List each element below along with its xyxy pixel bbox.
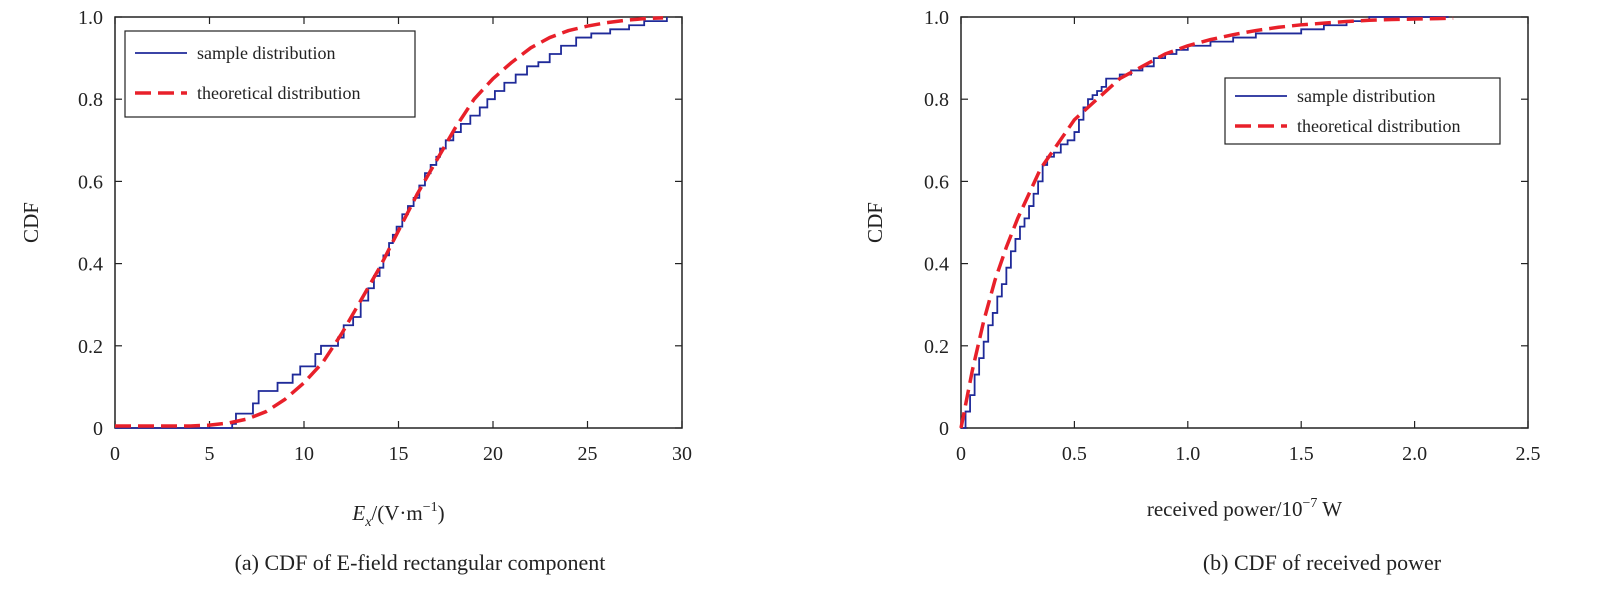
chart-caption: (b) CDF of received power [1203, 550, 1442, 575]
y-tick-label: 0.6 [78, 171, 103, 193]
chart-caption: (a) CDF of E-field rectangular component [235, 550, 606, 575]
x-axis-label-superscript: −1 [423, 500, 438, 515]
y-tick-label: 0.6 [924, 171, 949, 193]
y-tick-label: 0.2 [924, 336, 949, 358]
plot-frame [960, 16, 1529, 429]
y-tick-label: 1.0 [78, 7, 103, 29]
x-tick-label: 20 [483, 443, 503, 465]
x-tick-label: 2.5 [1516, 443, 1541, 465]
x-axis-label-main: received power/10 [1147, 497, 1303, 521]
y-axis-label: CDF [863, 202, 887, 243]
x-tick-label: 10 [294, 443, 314, 465]
x-tick-label: 5 [205, 443, 215, 465]
legend: sample distribution theoretical distribut… [1224, 77, 1501, 145]
chart-b: 0 0.5 1.0 1.5 2.0 2.5 0 0.2 0.4 0.6 0.8 1.0 sample d… [863, 7, 1541, 575]
legend-label: theoretical distribution [1297, 116, 1460, 136]
y-tick-label: 0 [939, 418, 949, 440]
x-tick-label: 25 [578, 443, 598, 465]
x-tick-label: 1.0 [1175, 443, 1200, 465]
x-tick-label: 0 [110, 443, 120, 465]
legend-box [1224, 77, 1501, 145]
x-tick-label: 0.5 [1062, 443, 1087, 465]
x-axis-label-subscript: x [364, 515, 372, 530]
legend: sample distribution theoretical distribut… [124, 30, 416, 118]
y-tick-label: 1.0 [924, 7, 949, 29]
y-axis-label: CDF [19, 202, 43, 243]
y-tick-label: 0 [93, 418, 103, 440]
x-axis-label-unit-end: ) [438, 501, 445, 525]
x-axis-label: Ex/(V·m−1) [351, 500, 444, 530]
x-axis-label-unit: W [1317, 497, 1342, 521]
series-sample-distribution-line [961, 16, 1449, 429]
x-axis-label-symbol: E [351, 501, 365, 525]
x-tick-label: 0 [956, 443, 966, 465]
series-theoretical-distribution-line [115, 16, 664, 428]
x-axis-label-unit: /(V·m [371, 501, 422, 525]
y-tick-label: 0.8 [924, 89, 949, 111]
legend-label: sample distribution [1297, 86, 1436, 106]
chart-a: 0 5 10 15 20 25 30 0 0.2 0.4 0.6 0.8 1.0 sample distr… [19, 7, 692, 575]
legend-label: sample distribution [197, 43, 336, 63]
x-tick-label: 2.0 [1402, 443, 1427, 465]
legend-box [124, 30, 416, 118]
y-tick-label: 0.2 [78, 336, 103, 358]
y-tick-label: 0.4 [924, 254, 949, 276]
y-tick-label: 0.4 [78, 254, 103, 276]
x-axis-label: received power/10−7 W [1147, 496, 1342, 521]
x-tick-label: 1.5 [1289, 443, 1314, 465]
x-tick-label: 15 [389, 443, 409, 465]
x-tick-label: 30 [672, 443, 692, 465]
x-axis-label-superscript: −7 [1303, 496, 1318, 511]
y-tick-label: 0.8 [78, 89, 103, 111]
legend-label: theoretical distribution [197, 83, 360, 103]
